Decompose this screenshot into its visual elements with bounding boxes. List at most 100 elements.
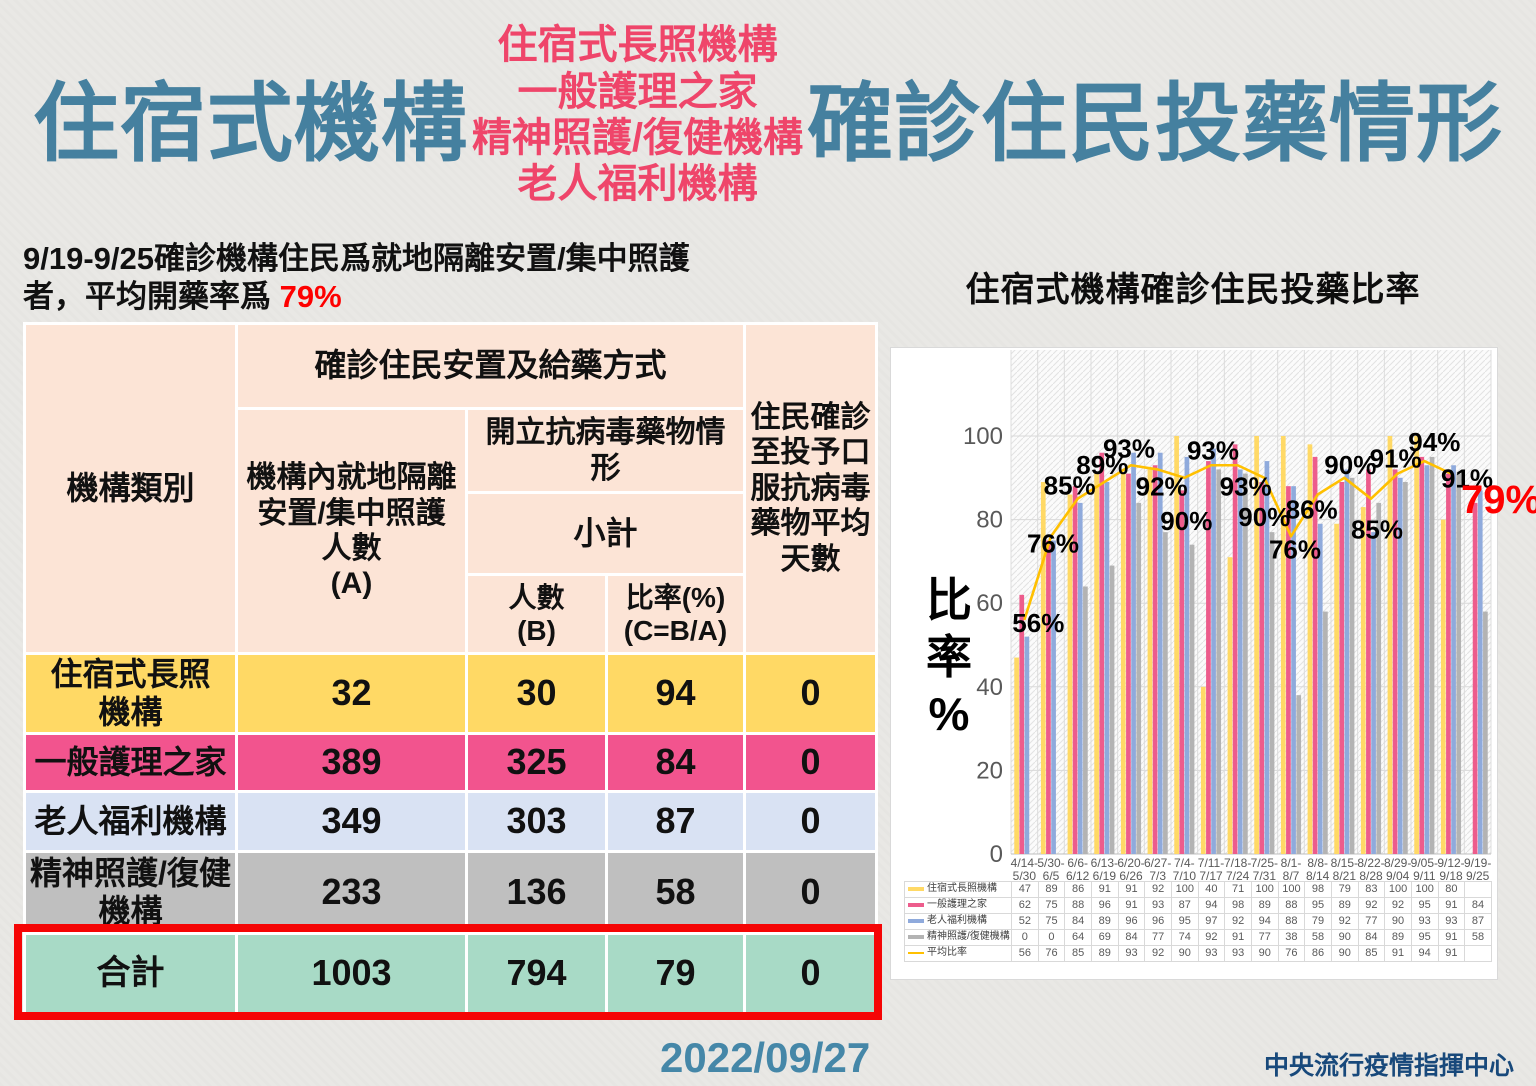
row-label: 住宿式長照 機構 bbox=[23, 652, 238, 735]
legend-swatch bbox=[908, 919, 924, 924]
line-data-label: 93% bbox=[1103, 433, 1155, 463]
title-right: 確診住民投藥情形 bbox=[807, 75, 1504, 172]
chart-table-cell: 100 bbox=[1277, 881, 1306, 898]
y-axis-title: 率 bbox=[926, 631, 972, 683]
chart-table-cell: 92 bbox=[1330, 913, 1359, 930]
bar bbox=[1456, 473, 1462, 854]
chart-table-cell: 95 bbox=[1304, 897, 1332, 914]
chart-table-cell: 79 bbox=[1304, 913, 1332, 930]
bar bbox=[1424, 465, 1430, 854]
chart-table-cell: 58 bbox=[1464, 929, 1492, 946]
x-tick-label: 7/18-7/24 bbox=[1224, 856, 1251, 883]
bar bbox=[1046, 540, 1051, 854]
bar bbox=[1312, 456, 1318, 854]
chart-table-cell: 100 bbox=[1384, 881, 1412, 898]
chart-table-cell: 94 bbox=[1410, 945, 1439, 962]
bar bbox=[1387, 436, 1393, 854]
bar bbox=[1174, 436, 1179, 854]
chart-table-cell: 0 bbox=[1011, 929, 1039, 946]
chart-table-cell: 89 bbox=[1384, 929, 1412, 946]
chart-table-cell: 96 bbox=[1117, 913, 1146, 930]
chart-table-cell: 90 bbox=[1170, 945, 1199, 962]
chart-table-cell: 90 bbox=[1250, 945, 1279, 962]
bar bbox=[1366, 469, 1371, 854]
line-data-label: 90% bbox=[1324, 450, 1376, 480]
header-category: 機構類別 bbox=[23, 322, 238, 655]
subtitle-highlight: 79% bbox=[279, 279, 342, 315]
bar bbox=[1040, 481, 1046, 854]
title-left: 住宿式機構 bbox=[32, 75, 468, 172]
bar bbox=[1477, 490, 1483, 854]
title-middle-line: 老人福利機構 bbox=[517, 162, 758, 207]
chart-table-cell: 93 bbox=[1197, 945, 1226, 962]
bar bbox=[1051, 540, 1056, 854]
table-row: 住宿式長照 機構 32 30 94 0 bbox=[23, 652, 878, 735]
chart-table-cell: 90 bbox=[1330, 929, 1359, 946]
cell: 58 bbox=[605, 850, 746, 935]
bar bbox=[1334, 523, 1339, 854]
x-tick-label: 8/29-9/04 bbox=[1384, 856, 1411, 883]
chart-table-cell: 84 bbox=[1117, 929, 1146, 946]
y-tick-label: 80 bbox=[976, 507, 1003, 534]
chart-table-cell: 76 bbox=[1037, 945, 1066, 962]
chart-table-cell: 93 bbox=[1410, 913, 1439, 930]
line-data-label: 93% bbox=[1220, 471, 1272, 501]
chart-table-cell: 85 bbox=[1064, 945, 1092, 962]
table-row: 精神照護/復健 機構 233 136 58 0 bbox=[23, 850, 878, 935]
header-antiviral: 開立抗病毒藥物情 形 bbox=[465, 407, 746, 494]
line-data-label: 93% bbox=[1187, 435, 1239, 465]
cell: 30 bbox=[465, 652, 608, 735]
bar bbox=[1131, 452, 1136, 854]
chart-table-cell: 62 bbox=[1011, 897, 1039, 914]
table-row: 一般護理之家 389 325 84 0 bbox=[23, 732, 878, 793]
chart-table-cell: 100 bbox=[1250, 881, 1279, 898]
bar bbox=[1163, 532, 1168, 854]
x-tick-label: 8/22-8/28 bbox=[1357, 856, 1384, 883]
bar bbox=[1147, 469, 1153, 854]
title-middle-line: 一般護理之家 bbox=[517, 69, 758, 114]
bar bbox=[1296, 695, 1302, 854]
x-tick-label: 9/12-9/18 bbox=[1437, 856, 1464, 883]
chart-table-cell: 94 bbox=[1197, 897, 1226, 914]
bar bbox=[1286, 486, 1291, 854]
x-tick-label: 9/19-9/25 bbox=[1464, 856, 1491, 883]
bar bbox=[1237, 469, 1243, 854]
chart-table-cell: 91 bbox=[1224, 929, 1252, 946]
chart-table-cell: 91 bbox=[1437, 929, 1466, 946]
chart-table-cell: 89 bbox=[1037, 881, 1066, 898]
cell: 1003 bbox=[235, 932, 468, 1015]
cell: 94 bbox=[605, 652, 746, 735]
chart-table-cell: 93 bbox=[1117, 945, 1146, 962]
chart-table-cell: 93 bbox=[1144, 897, 1172, 914]
chart-table-cell: 74 bbox=[1170, 929, 1199, 946]
legend-item: 一般護理之家 bbox=[904, 897, 1012, 914]
chart-table-cell: 89 bbox=[1330, 897, 1359, 914]
x-tick-label: 6/20-6/26 bbox=[1117, 856, 1144, 883]
chart-table-cell: 88 bbox=[1277, 913, 1306, 930]
chart-panel: 0 20 40 60 80 100 比率% 4/14-5/30 5/30-6/5 6/6-6/12… bbox=[890, 347, 1536, 980]
y-tick-label: 100 bbox=[963, 423, 1003, 450]
chart-table-cell: 96 bbox=[1090, 897, 1119, 914]
chart-table-cell: 64 bbox=[1064, 929, 1092, 946]
bar bbox=[1419, 456, 1425, 854]
chart-data-table: 住宿式長照機構 47 89 86 91 91 92 100 40 71 100 100 98 79 83 10… bbox=[904, 881, 1492, 962]
bar bbox=[1072, 486, 1078, 854]
chart-table-cell: 91 bbox=[1437, 945, 1466, 962]
legend-swatch bbox=[908, 935, 924, 940]
bar bbox=[1317, 523, 1323, 854]
chart-title: 住宿式機構確診住民投藥比率 bbox=[965, 271, 1421, 309]
chart-table-cell: 77 bbox=[1144, 929, 1172, 946]
bar bbox=[1291, 486, 1296, 854]
chart-table-cell: 89 bbox=[1090, 913, 1119, 930]
bar bbox=[1184, 456, 1190, 854]
bar bbox=[1259, 481, 1265, 854]
subtitle-line1: 9/19-9/25確診機構住民爲就地隔離安置/集中照護 bbox=[23, 241, 690, 276]
title-middle-list: 住宿式長照機構 一般護理之家 精神照護/復健機構 老人福利機構 bbox=[472, 22, 803, 208]
bar bbox=[1483, 611, 1488, 854]
bar bbox=[1014, 657, 1019, 854]
legend-label: 精神照護/復健機構 bbox=[927, 931, 1010, 943]
chart-table-cell: 89 bbox=[1090, 945, 1119, 962]
line-data-label: 56% bbox=[1012, 608, 1064, 638]
header-col-a: 機構內就地隔離 安置/集中照護 人數 (A) bbox=[235, 407, 468, 655]
line-data-label: 94% bbox=[1408, 427, 1460, 457]
